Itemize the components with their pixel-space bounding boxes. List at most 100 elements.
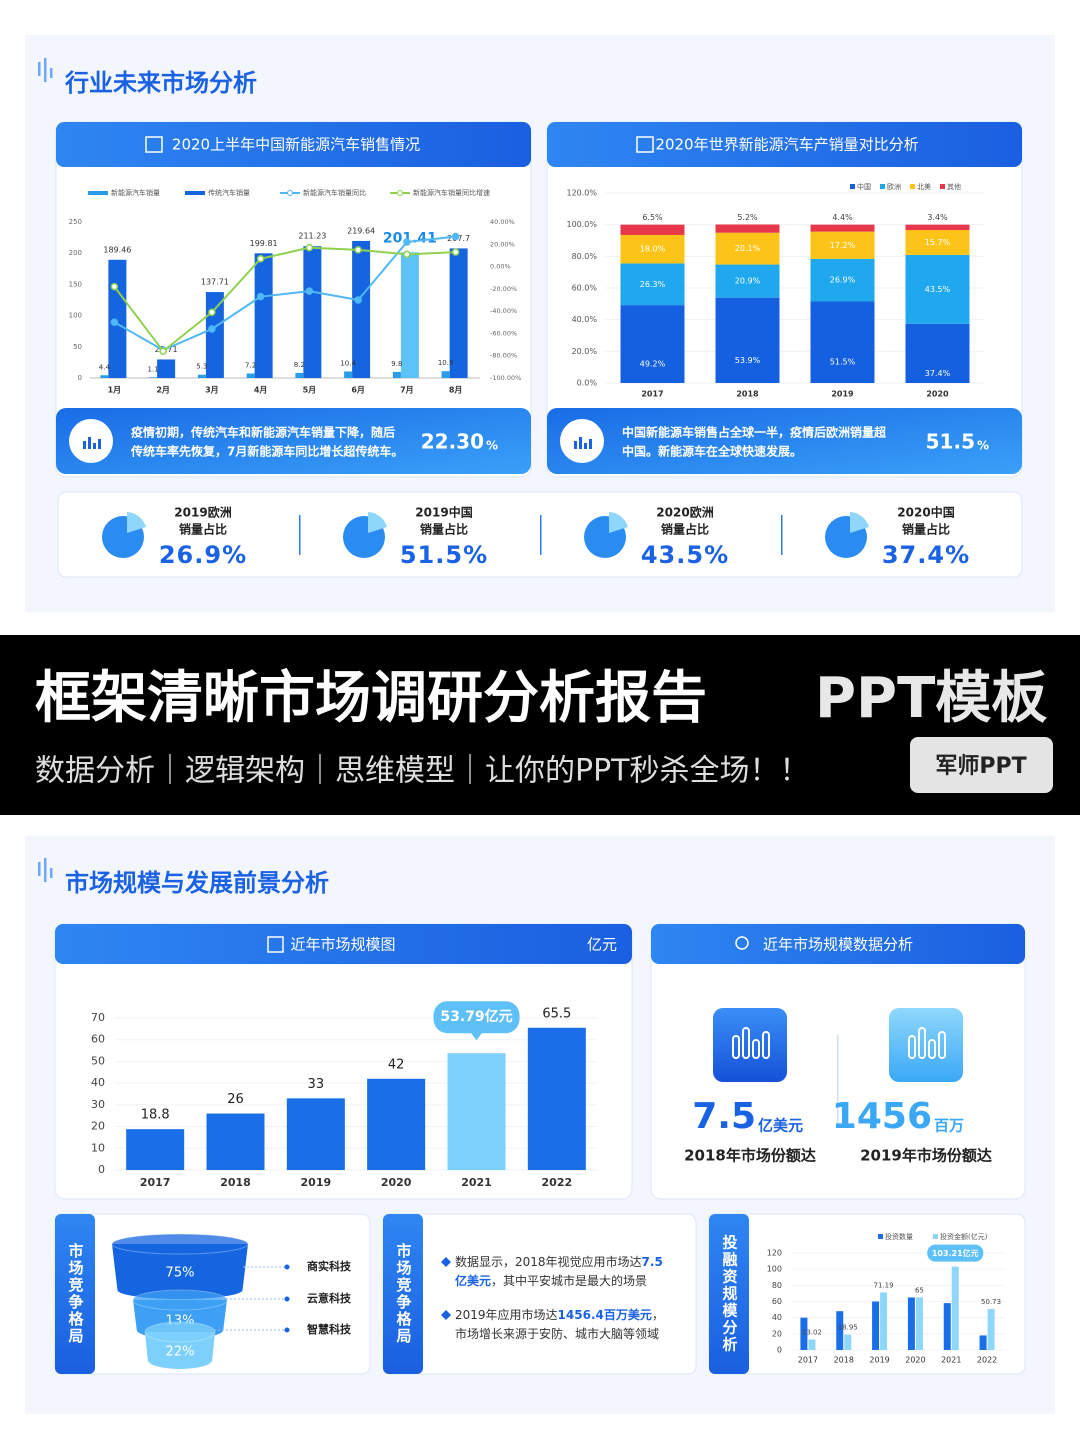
bar-value-label: 9.8: [391, 360, 402, 368]
y-tick-label: 80.0%: [572, 252, 598, 261]
segment-label: 15.7%: [925, 238, 951, 247]
line-point: [208, 308, 216, 317]
line-point: [305, 243, 314, 252]
y-tick-label: 30: [91, 1098, 105, 1111]
stat-icon-bar: [918, 1027, 926, 1059]
y-tick-label: 100: [69, 312, 82, 320]
y2-tick-label: -80.00%: [490, 352, 517, 360]
leader-dot: [284, 1264, 290, 1270]
legend-dot: [397, 190, 403, 196]
y-tick-label: 0: [78, 374, 82, 382]
x-tick-label: 2021: [461, 1176, 492, 1189]
title-deco: [38, 62, 41, 76]
bar: [344, 371, 353, 378]
bar: [951, 1266, 959, 1350]
bar: [367, 1078, 426, 1170]
stat-value: 26.9%: [159, 541, 247, 569]
legend-label: 中国: [857, 182, 871, 191]
bar-value-label: 26: [227, 1092, 244, 1107]
segment-label: 26.3%: [640, 280, 666, 289]
bar-value-label: 7.2: [245, 362, 256, 370]
footer-note: 中国新能源车销售占全球一半，疫情后欧洲销量超: [622, 425, 887, 440]
y-tick-label: 250: [69, 218, 82, 226]
stat-unit: 亿美元: [758, 1117, 803, 1135]
side-label: 投融资规模分析: [721, 1234, 739, 1354]
panel-header-text: 2020上半年中国新能源汽车销售情况: [172, 136, 420, 154]
x-tick-label: 4月: [254, 386, 268, 395]
header-icon: [636, 136, 654, 153]
bar-segment: [715, 297, 780, 383]
bar-value-label: 42: [388, 1057, 405, 1072]
segment-label: 20.9%: [735, 277, 761, 286]
bar: [400, 252, 419, 378]
bar: [836, 1311, 844, 1350]
x-tick-label: 2月: [156, 386, 170, 395]
stat-line: 2019欧洲: [174, 505, 231, 520]
callout: [927, 1244, 984, 1262]
pie-icon-slice: [368, 512, 387, 533]
bar-value-label: 201.41: [383, 230, 437, 246]
segment-label: 53.9%: [735, 356, 761, 365]
x-tick-label: 2022: [977, 1356, 997, 1365]
bar: [303, 246, 322, 378]
bullet-segment: ，: [652, 1308, 664, 1322]
bullet-segment: 2019年应用市场达: [455, 1307, 558, 1322]
x-tick-label: 8月: [449, 386, 463, 395]
side-band: [55, 1214, 95, 1374]
bar: [880, 1292, 888, 1350]
line: [113, 235, 456, 352]
y-tick-label: 150: [69, 280, 82, 288]
bar-value-label: 8.2: [294, 361, 305, 369]
bullet-segment: 数据显示，2018年视觉应用市场达: [455, 1254, 642, 1269]
legend-label: 新能源汽车销量同比: [303, 188, 366, 197]
legend-label: 传统汽车销量: [208, 188, 250, 197]
bar-value-label: 219.64: [347, 226, 375, 235]
footer-icon-bar: [579, 437, 582, 449]
funnel-tier: [112, 1244, 248, 1299]
stat-value: 37.4%: [882, 541, 970, 569]
y-tick-label: 70: [91, 1011, 105, 1024]
segment-label: 18.0%: [640, 245, 666, 254]
footer-stat: 22.30: [421, 430, 484, 454]
stat-line: 2019中国: [415, 505, 472, 520]
divider: [781, 515, 783, 555]
bar: [943, 1303, 951, 1350]
bullet-segment: 市场增长来源于安防、城市大脑等领域: [455, 1326, 659, 1341]
y-tick-label: 20.0%: [572, 347, 598, 356]
funnel-value-label: 22%: [166, 1345, 195, 1360]
line-point: [451, 248, 460, 256]
line-point: [110, 282, 119, 291]
segment-label: 26.9%: [830, 276, 856, 285]
bar-segment: [620, 263, 685, 306]
stat-unit: 百万: [934, 1117, 964, 1135]
bar: [126, 1129, 185, 1170]
header-icon: [267, 936, 284, 953]
x-tick-label: 6月: [351, 386, 365, 395]
x-tick-label: 7月: [400, 386, 414, 395]
stat-value: 1456: [832, 1096, 932, 1137]
bar: [449, 248, 468, 378]
y-tick-label: 100: [767, 1265, 782, 1274]
title-deco: [50, 68, 53, 78]
x-tick-label: 2021: [941, 1356, 961, 1365]
legend-swatch: [185, 191, 205, 195]
bar: [527, 1027, 586, 1170]
segment-label: 20.1%: [735, 244, 761, 253]
bullet-segment: 1456.4百万美元: [558, 1307, 652, 1322]
bar: [987, 1308, 995, 1350]
funnel-top: [111, 1233, 249, 1255]
footer-icon-bar: [93, 443, 96, 449]
x-tick-label: 2018: [834, 1356, 854, 1365]
legend-label: 欧洲: [887, 182, 901, 191]
y-tick-label: 0.0%: [577, 379, 598, 388]
side-label: 市场竞争格局: [67, 1242, 85, 1345]
leader-dot: [284, 1296, 290, 1302]
stat-icon-bar: [908, 1035, 916, 1059]
banner-tag: PPT模板: [815, 666, 1047, 731]
line-point: [110, 318, 119, 327]
bar: [149, 377, 158, 378]
side-label: 市场竞争格局: [395, 1242, 413, 1345]
bar-value-label: 13.02: [802, 1328, 822, 1336]
bar-value-label: 65: [915, 1286, 924, 1294]
